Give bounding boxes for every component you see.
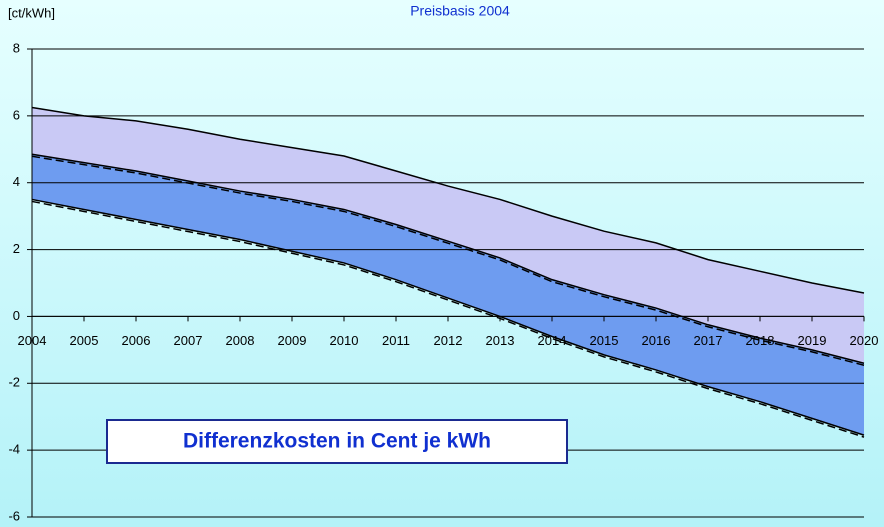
x-tick-label: 2011 (382, 333, 410, 348)
x-tick-label: 2006 (122, 333, 151, 348)
y-tick-label: 0 (13, 308, 20, 323)
y-tick-label: -6 (8, 508, 20, 523)
x-tick-label: 2012 (434, 333, 463, 348)
x-tick-label: 2013 (486, 333, 515, 348)
chart-title: Preisbasis 2004 (410, 3, 510, 19)
x-tick-label: 2017 (694, 333, 723, 348)
x-tick-label: 2009 (278, 333, 307, 348)
series-dash (31, 200, 865, 438)
x-tick-label: 2019 (798, 333, 827, 348)
band (32, 154, 864, 436)
series-dash (31, 155, 865, 366)
y-tick-label: -4 (8, 442, 20, 457)
series-line (31, 198, 865, 436)
series-line (31, 106, 865, 294)
annotation: Differenzkosten in Cent je kWh (183, 430, 491, 453)
x-tick-label: 2004 (18, 333, 47, 348)
annotation-box (106, 419, 568, 464)
x-tick-label: 2010 (330, 333, 359, 348)
y-axis-label: [ct/kWh] (8, 5, 55, 20)
y-tick-label: 8 (13, 40, 20, 55)
x-tick-label: 2016 (642, 333, 671, 348)
x-tick-label: 2007 (174, 333, 203, 348)
x-tick-label: 2005 (70, 333, 99, 348)
x-tick-label: 2008 (226, 333, 255, 348)
y-tick-label: 6 (13, 107, 20, 122)
x-tick-label: 2020 (850, 333, 879, 348)
y-tick-label: 4 (13, 174, 20, 189)
band (32, 107, 864, 364)
x-tick-label: 2014 (538, 333, 567, 348)
series-line (31, 153, 865, 364)
x-tick-label: 2018 (746, 333, 775, 348)
x-tick-label: 2015 (590, 333, 619, 348)
y-tick-label: -2 (8, 375, 20, 390)
y-tick-label: 2 (13, 241, 20, 256)
